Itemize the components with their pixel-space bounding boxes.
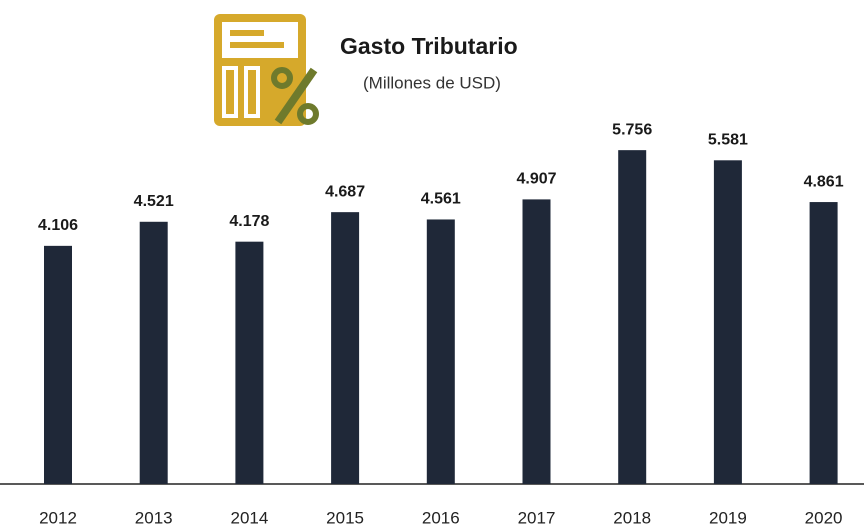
value-label: 4.106 bbox=[38, 217, 78, 234]
value-label: 4.178 bbox=[229, 213, 269, 230]
value-label: 4.861 bbox=[804, 173, 844, 190]
bar bbox=[618, 150, 647, 485]
x-tick-label: 2012 bbox=[39, 508, 77, 527]
bar bbox=[331, 212, 360, 485]
value-label: 4.521 bbox=[134, 193, 174, 210]
bar bbox=[44, 245, 72, 484]
value-label: 4.907 bbox=[516, 171, 556, 188]
value-label: 5.581 bbox=[708, 132, 748, 149]
bar bbox=[235, 241, 264, 484]
bar bbox=[139, 221, 168, 485]
x-tick-label: 2019 bbox=[709, 508, 747, 527]
bar bbox=[522, 199, 551, 485]
x-tick-label: 2018 bbox=[613, 508, 651, 527]
value-label: 4.561 bbox=[421, 191, 461, 208]
bar bbox=[426, 219, 455, 484]
x-tick-label: 2020 bbox=[805, 508, 843, 527]
x-tick-label: 2015 bbox=[326, 508, 364, 527]
x-tick-label: 2014 bbox=[230, 508, 268, 527]
x-tick-label: 2016 bbox=[422, 508, 460, 527]
bar bbox=[713, 160, 742, 484]
value-label: 4.687 bbox=[325, 183, 365, 200]
value-label: 5.756 bbox=[612, 121, 652, 138]
chart-title: Gasto Tributario bbox=[340, 33, 518, 59]
calculator-icon bbox=[214, 14, 319, 126]
bar bbox=[809, 202, 838, 484]
x-tick-label: 2017 bbox=[518, 508, 556, 527]
chart-subtitle: (Millones de USD) bbox=[363, 73, 501, 92]
x-tick-label: 2013 bbox=[135, 508, 173, 527]
